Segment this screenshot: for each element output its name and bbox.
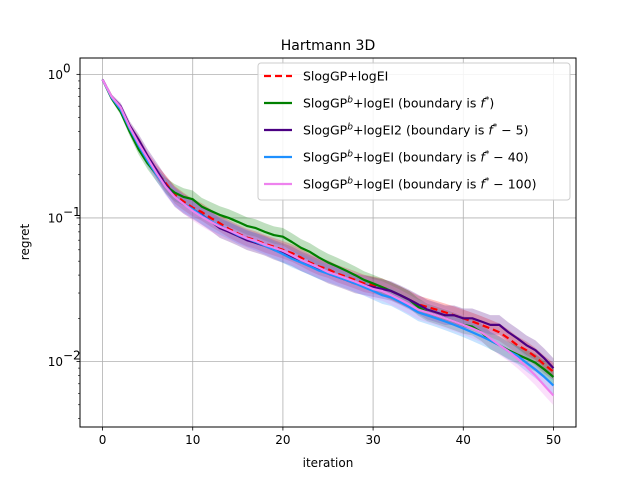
legend-label-5: SlogGPb+logEI (boundary is f* − 100)	[303, 177, 536, 192]
x-tick-label: 20	[275, 433, 290, 447]
series-band-1	[102, 78, 554, 381]
series-line-5	[101, 79, 555, 397]
legend-label-4: SlogGPb+logEI (boundary is f* − 40)	[303, 150, 529, 165]
confidence-bands	[102, 78, 554, 406]
y-axis-label: regret	[18, 223, 32, 260]
plot-frame	[79, 57, 577, 428]
x-tick-label: 50	[546, 433, 561, 447]
y-tick-exponent: −2	[63, 349, 81, 363]
legend-box	[257, 62, 571, 201]
x-axis-label: iteration	[303, 456, 354, 470]
x-tick-label: 40	[456, 433, 471, 447]
legend-label-1: SlogGP+logEI	[303, 69, 388, 84]
legend-label-2: SlogGPb+logEI (boundary is f*)	[303, 96, 494, 111]
y-tick-exponent: −1	[63, 205, 81, 219]
x-tick-label: 10	[185, 433, 200, 447]
y-tick-label: 10	[48, 355, 63, 369]
chart-title: Hartmann 3D	[281, 38, 375, 54]
legend-label-3: SlogGPb+logEI2 (boundary is f* − 5)	[303, 123, 529, 138]
x-tick-label: 30	[365, 433, 380, 447]
series-band-5	[102, 78, 554, 406]
y-tick-label: 10	[48, 211, 63, 225]
x-axis: 0 10 20 30 40 50	[99, 427, 561, 447]
y-tick-exponent: 0	[63, 61, 71, 75]
x-tick-label: 0	[99, 433, 107, 447]
legend: SlogGP+logEI SlogGPb+logEI (boundary is f…	[257, 62, 571, 201]
y-tick-label: 10	[48, 68, 63, 82]
series-line-1	[101, 79, 555, 373]
series-band-4	[102, 78, 554, 395]
series-band-2	[102, 78, 554, 386]
series-lines	[101, 79, 555, 397]
